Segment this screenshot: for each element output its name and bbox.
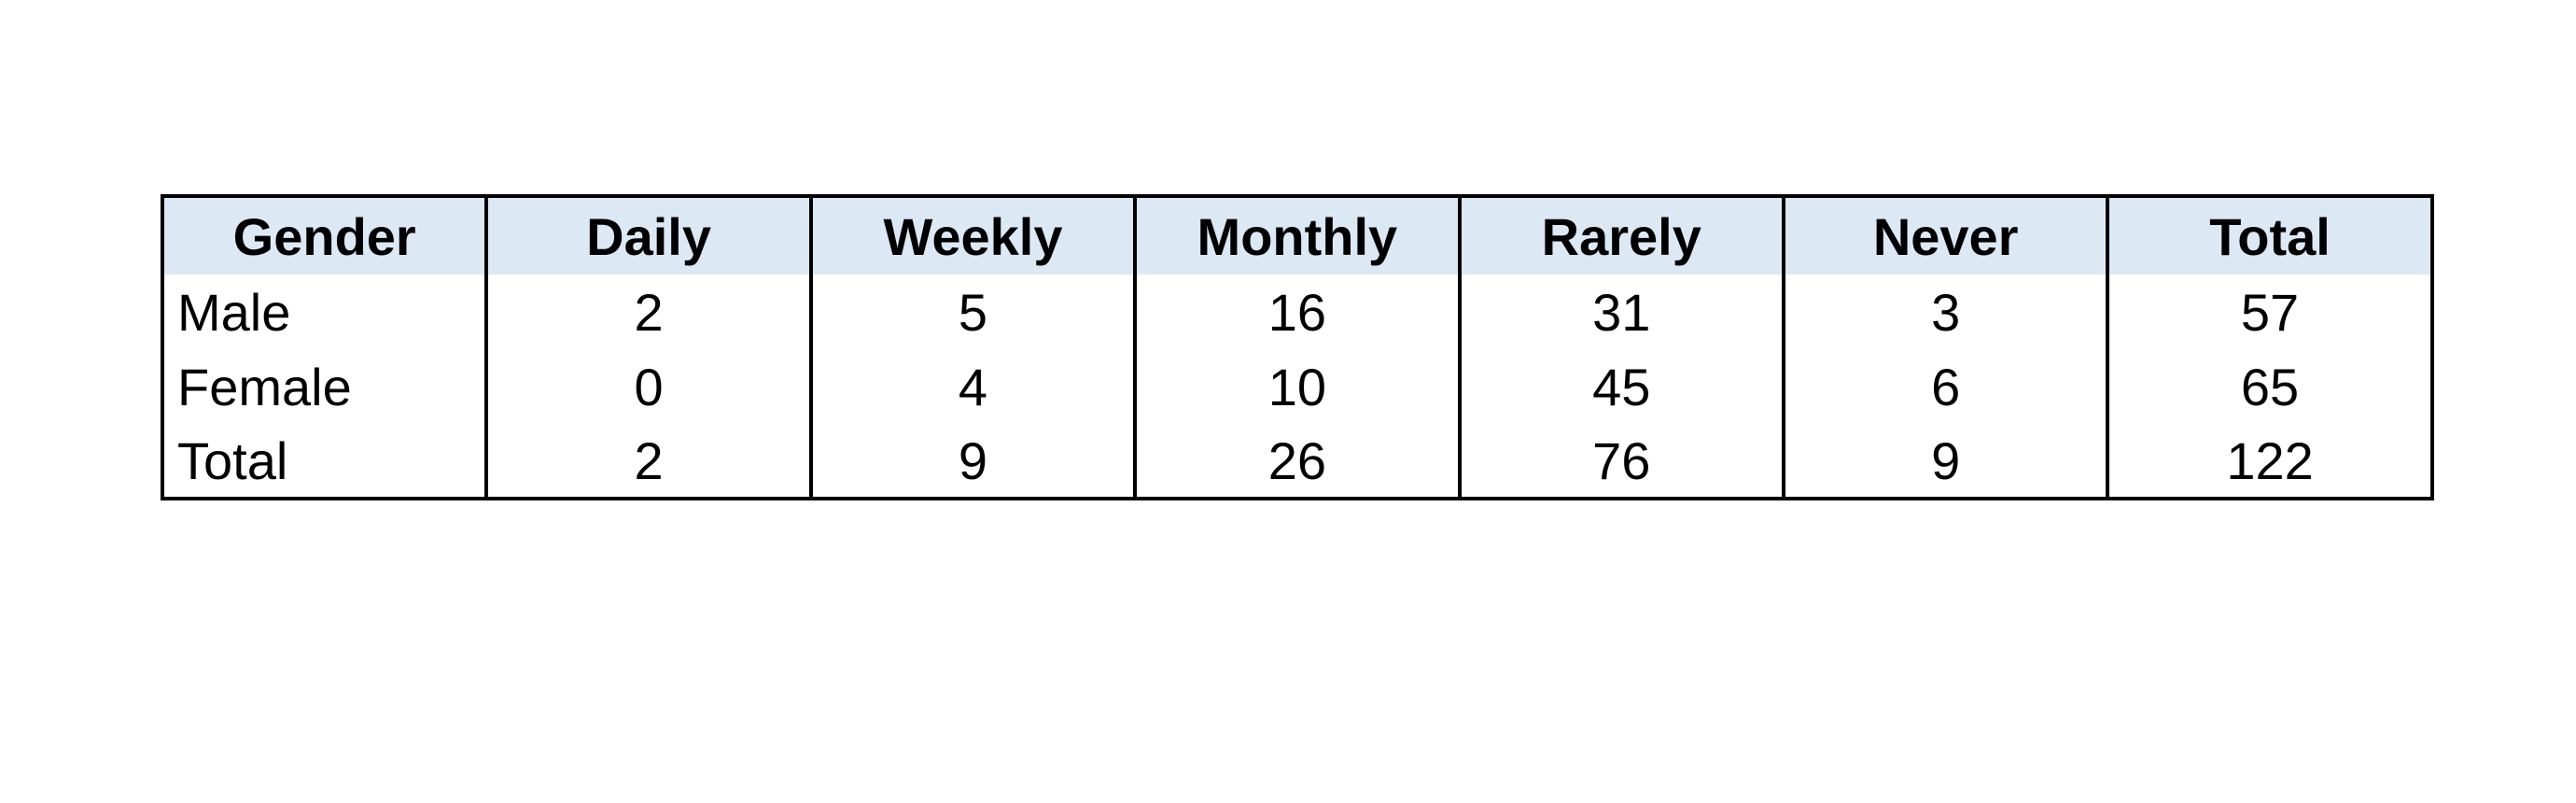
- row-label-female: Female: [160, 349, 489, 424]
- table-body: Male 2 5 16 31 3 57 Female 0 4 10 45 6 6…: [160, 275, 2434, 500]
- cell-male-never: 3: [1781, 275, 2110, 349]
- cell-male-monthly: 16: [1133, 275, 1462, 349]
- column-header-weekly: Weekly: [808, 194, 1138, 275]
- cell-male-rarely: 31: [1457, 275, 1785, 349]
- cell-female-rarely: 45: [1457, 349, 1785, 424]
- column-header-never: Never: [1781, 194, 2110, 275]
- cell-total-weekly: 9: [808, 424, 1138, 500]
- cell-male-total: 57: [2106, 275, 2434, 349]
- cell-total-monthly: 26: [1133, 424, 1462, 500]
- header-row: Gender Daily Weekly Monthly Rarely Never…: [160, 194, 2434, 275]
- cell-female-never: 6: [1781, 349, 2110, 424]
- column-header-rarely: Rarely: [1457, 194, 1785, 275]
- cell-female-total: 65: [2106, 349, 2434, 424]
- cell-total-total: 122: [2106, 424, 2434, 500]
- row-label-total: Total: [160, 424, 489, 500]
- column-header-daily: Daily: [484, 194, 813, 275]
- frequency-by-gender-table: Gender Daily Weekly Monthly Rarely Never…: [160, 194, 2434, 500]
- column-header-total: Total: [2106, 194, 2434, 275]
- table-row-total: Total 2 9 26 76 9 122: [160, 424, 2434, 500]
- cell-male-daily: 2: [484, 275, 813, 349]
- cell-female-monthly: 10: [1133, 349, 1462, 424]
- cell-total-rarely: 76: [1457, 424, 1785, 500]
- column-header-monthly: Monthly: [1133, 194, 1462, 275]
- table-header: Gender Daily Weekly Monthly Rarely Never…: [160, 194, 2434, 275]
- cell-total-daily: 2: [484, 424, 813, 500]
- cell-female-weekly: 4: [808, 349, 1138, 424]
- cell-female-daily: 0: [484, 349, 813, 424]
- table-row-male: Male 2 5 16 31 3 57: [160, 275, 2434, 349]
- frequency-table-wrapper: Gender Daily Weekly Monthly Rarely Never…: [160, 194, 2434, 500]
- column-header-gender: Gender: [160, 194, 489, 275]
- cell-male-weekly: 5: [808, 275, 1138, 349]
- cell-total-never: 9: [1781, 424, 2110, 500]
- table-row-female: Female 0 4 10 45 6 65: [160, 349, 2434, 424]
- row-label-male: Male: [160, 275, 489, 349]
